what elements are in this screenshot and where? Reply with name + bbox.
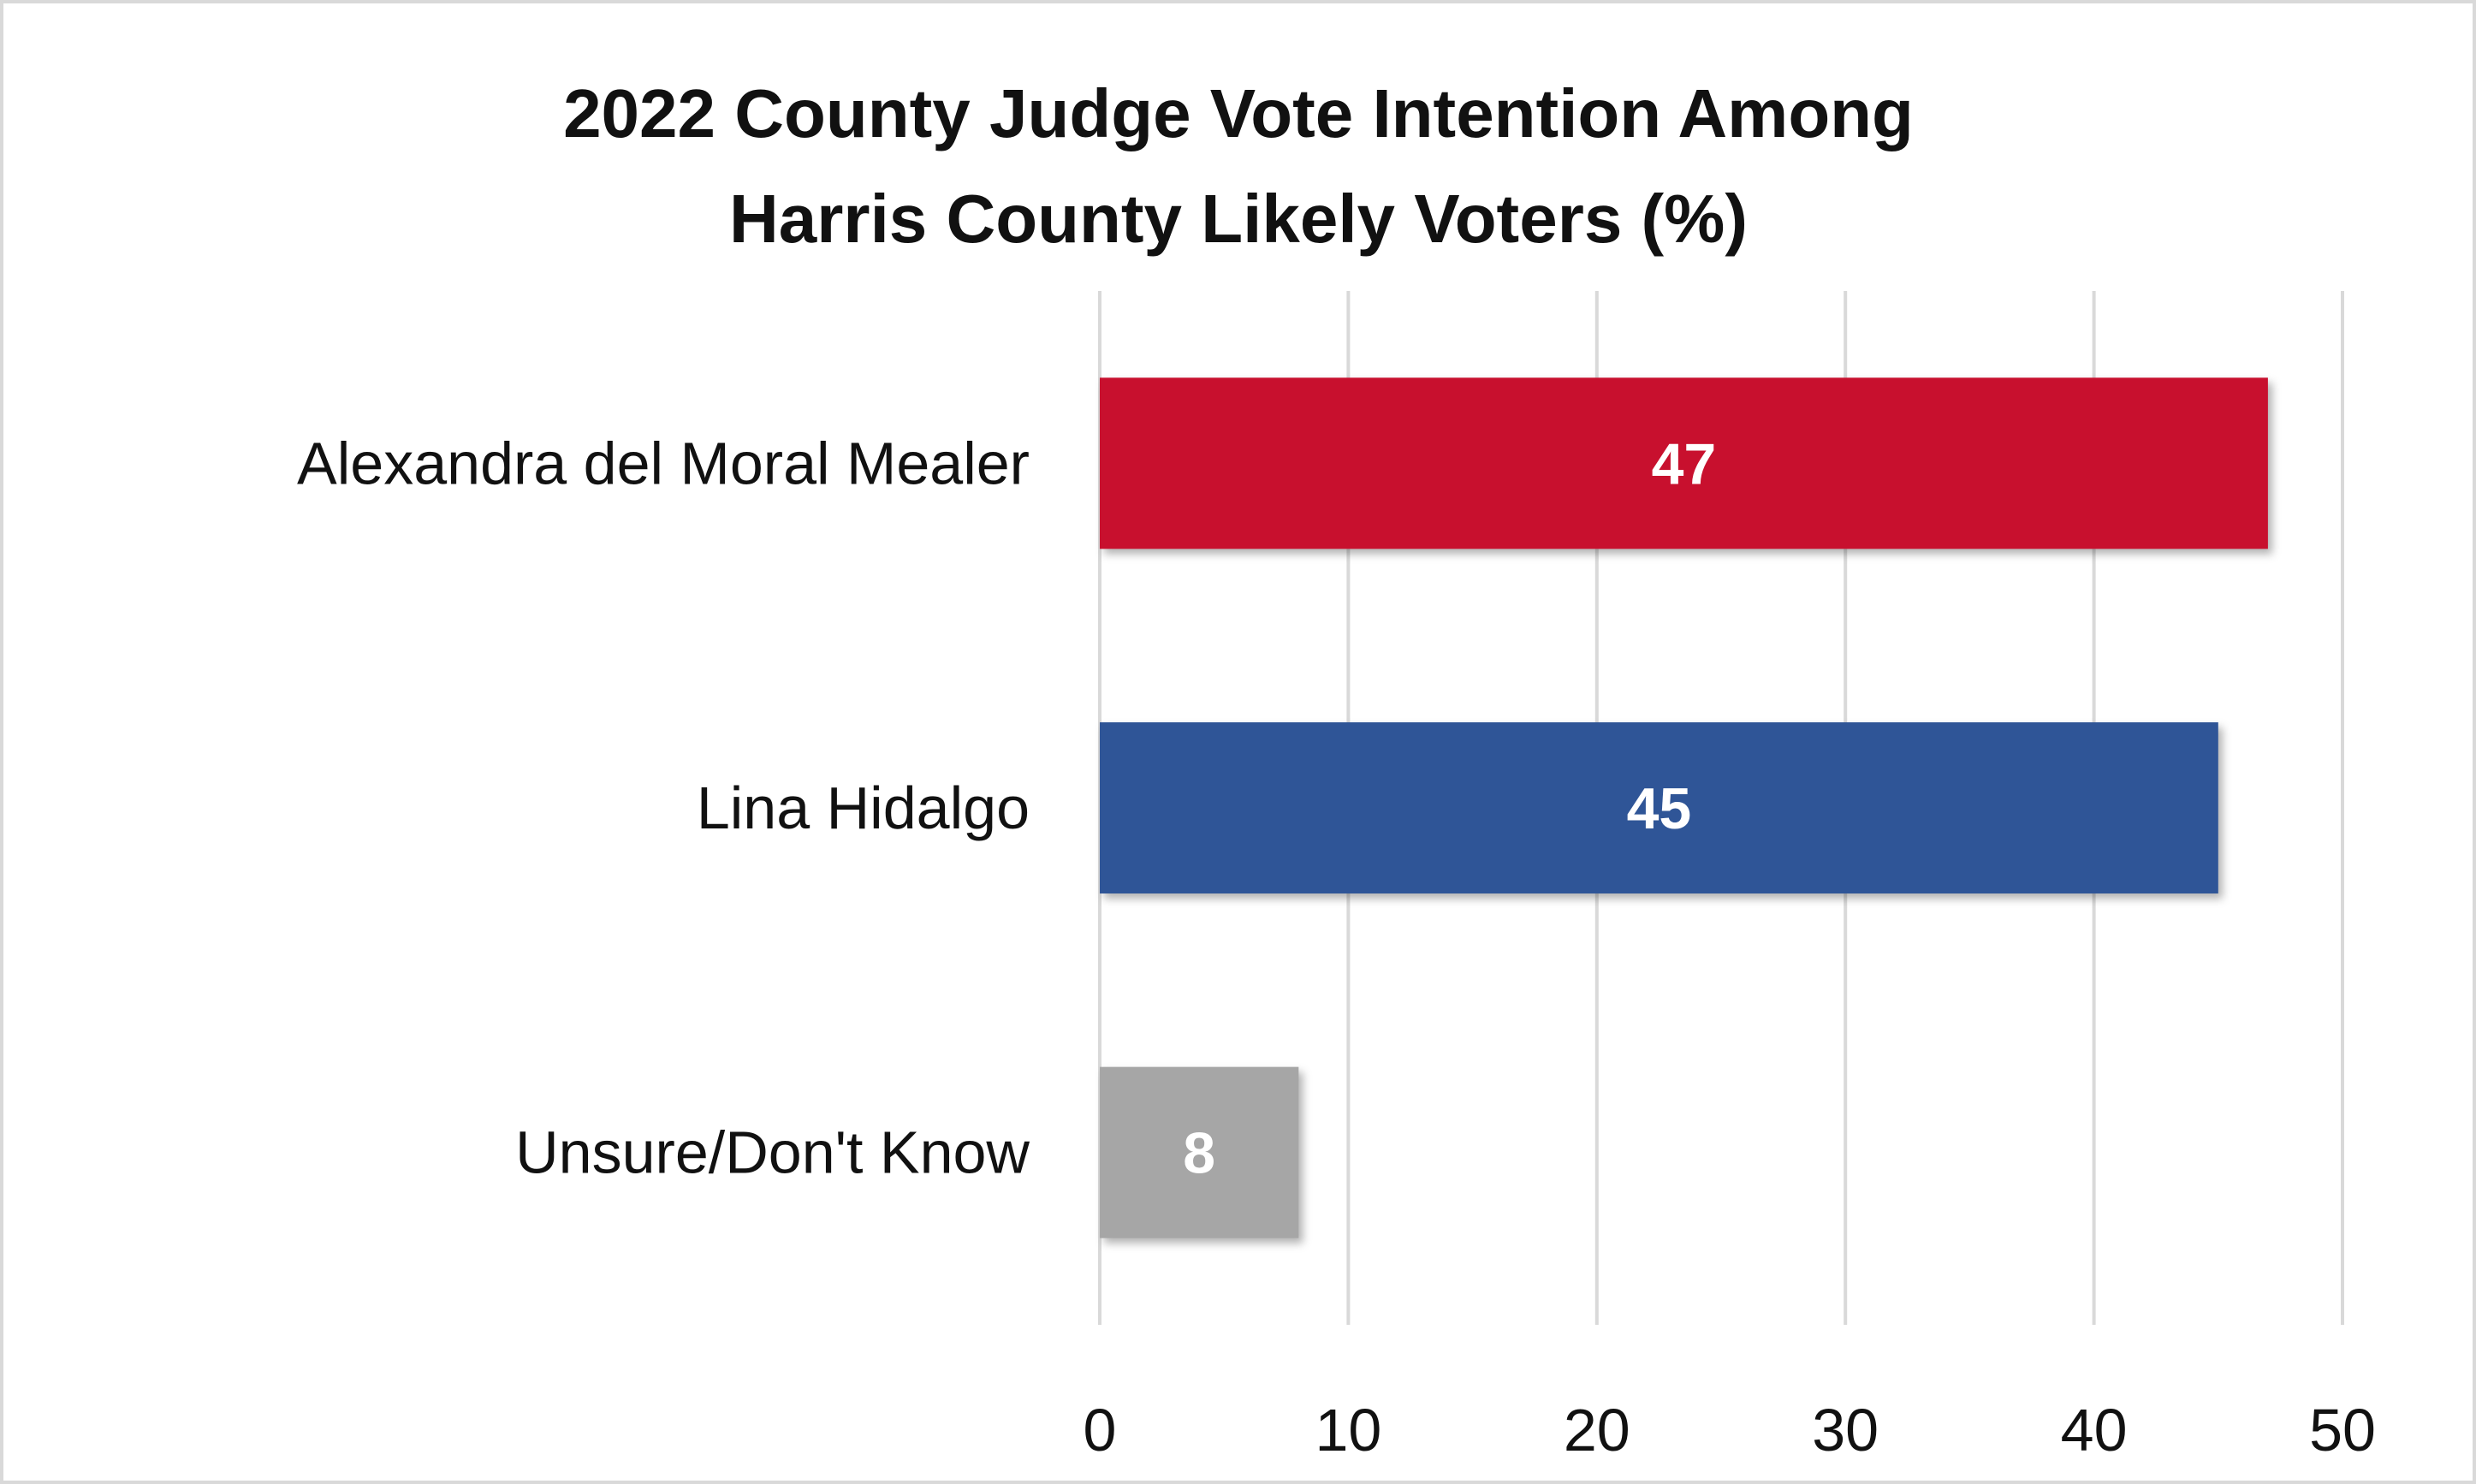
x-tick-label-0: 0: [1084, 1397, 1117, 1463]
x-tick-label-30: 30: [1812, 1397, 1879, 1463]
x-tick-label-10: 10: [1315, 1397, 1381, 1463]
chart-title-line-1: 2022 County Judge Vote Intention Among: [563, 75, 1914, 151]
category-label-2: Unsure/Don't Know: [515, 1119, 1030, 1186]
bar-1: [1100, 722, 2218, 893]
category-label-0: Alexandra del Moral Mealer: [297, 430, 1030, 496]
data-label-0: 47: [1652, 431, 1717, 496]
data-label-1: 45: [1627, 776, 1692, 841]
bars: 47 45 8: [1100, 377, 2268, 1238]
x-axis-tick-labels: 0 10 20 30 40 50: [1084, 1397, 2376, 1463]
category-label-1: Lina Hidalgo: [697, 775, 1030, 841]
data-label-2: 8: [1183, 1121, 1215, 1186]
category-labels: Alexandra del Moral Mealer Lina Hidalgo Un…: [297, 430, 1030, 1185]
x-tick-label-20: 20: [1564, 1397, 1630, 1463]
bar-2: [1100, 1066, 1299, 1238]
bar-0: [1100, 377, 2268, 549]
x-tick-label-50: 50: [2309, 1397, 2376, 1463]
x-tick-label-40: 40: [2061, 1397, 2128, 1463]
chart-title-line-2: Harris County Likely Voters (%): [729, 181, 1748, 257]
